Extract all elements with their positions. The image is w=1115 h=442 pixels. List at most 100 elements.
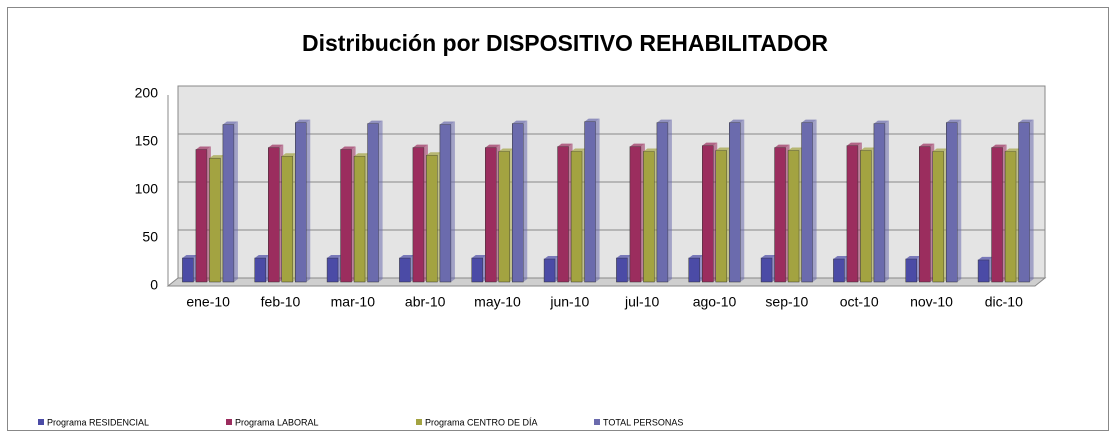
- bar-top: [833, 255, 849, 259]
- bar-top: [209, 155, 225, 159]
- bar-top: [643, 148, 659, 152]
- bar-top: [485, 144, 501, 148]
- legend-label: TOTAL PERSONAS: [603, 417, 683, 427]
- y-tick-label: 200: [135, 85, 159, 101]
- bar-side: [812, 119, 817, 282]
- bar-top: [557, 143, 573, 147]
- bar-top: [254, 255, 270, 258]
- bar-side: [595, 118, 600, 283]
- x-tick-label: may-10: [474, 294, 521, 310]
- bar-top: [439, 121, 455, 125]
- bar: [616, 257, 628, 283]
- bar: [833, 258, 845, 283]
- bar: [584, 121, 596, 283]
- bar: [846, 145, 859, 283]
- bar: [195, 149, 208, 283]
- bar-top: [399, 255, 415, 258]
- bar-side: [957, 119, 962, 282]
- x-tick-label: dic-10: [985, 294, 1023, 310]
- bar-top: [873, 120, 889, 124]
- y-tick-label: 50: [142, 229, 158, 245]
- bar: [426, 155, 438, 283]
- bar-top: [616, 255, 632, 258]
- bar: [439, 124, 452, 283]
- bar: [919, 146, 931, 283]
- bar-top: [905, 255, 921, 259]
- bar-top: [761, 255, 777, 258]
- bar-top: [354, 153, 370, 157]
- bar-top: [222, 121, 238, 125]
- bar-top: [471, 255, 487, 258]
- bar: [412, 147, 425, 283]
- bar-top: [340, 146, 356, 150]
- bar: [760, 257, 773, 283]
- bar: [498, 151, 510, 283]
- bar-top: [688, 255, 704, 258]
- bar: [946, 122, 958, 283]
- bar: [643, 151, 655, 283]
- bar-top: [1018, 119, 1034, 123]
- bar: [543, 258, 556, 283]
- bar: [774, 147, 786, 283]
- chart-title: Distribución por DISPOSITIVO REHABILITAD…: [302, 30, 828, 56]
- bar: [399, 257, 411, 283]
- bar-top: [715, 147, 731, 151]
- legend-label: Programa RESIDENCIAL: [47, 417, 149, 427]
- bar: [557, 146, 569, 283]
- x-tick-label: sep-10: [765, 294, 808, 310]
- bar-top: [978, 256, 994, 260]
- bar-top: [846, 142, 862, 146]
- bar: [209, 157, 221, 283]
- bar: [471, 257, 483, 283]
- x-tick-label: ago-10: [693, 294, 737, 310]
- bar: [326, 257, 339, 283]
- x-tick-label: mar-10: [331, 294, 376, 310]
- bar: [485, 147, 497, 283]
- bar: [991, 147, 1003, 283]
- y-tick-label: 0: [150, 277, 158, 293]
- x-tick-label: feb-10: [261, 294, 301, 310]
- bar: [932, 151, 944, 283]
- legend-swatch: [226, 419, 232, 425]
- bar-top: [268, 144, 284, 148]
- bar-side: [450, 121, 455, 282]
- bar-top: [195, 146, 211, 150]
- bar-top: [295, 119, 311, 123]
- bar: [182, 257, 194, 283]
- bar: [873, 123, 886, 283]
- bar-top: [774, 144, 790, 148]
- bar: [629, 146, 642, 283]
- bar-top: [544, 255, 560, 259]
- bar: [702, 145, 714, 283]
- bar: [295, 122, 307, 283]
- bar-top: [281, 153, 297, 157]
- bar-side: [523, 120, 528, 282]
- bar: [688, 257, 700, 283]
- bar: [512, 123, 524, 283]
- bar-top: [801, 119, 817, 123]
- bar: [570, 151, 583, 283]
- legend-label: Programa LABORAL: [235, 417, 319, 427]
- y-tick-label: 150: [135, 133, 159, 149]
- bar-top: [182, 255, 198, 258]
- bar: [860, 150, 872, 283]
- bar: [1018, 122, 1030, 283]
- bar-top: [412, 144, 428, 148]
- bar: [254, 257, 266, 283]
- legend-swatch: [416, 419, 422, 425]
- legend-label: Programa CENTRO DE DÍA: [425, 417, 538, 427]
- x-tick-label: jun-10: [549, 294, 589, 310]
- bar-top: [512, 120, 528, 124]
- bar-top: [1005, 148, 1021, 152]
- bar-side: [233, 121, 238, 282]
- bar: [353, 155, 366, 283]
- bar-top: [991, 144, 1007, 148]
- bar-top: [629, 143, 645, 147]
- y-tick-label: 100: [135, 181, 159, 197]
- bar-top: [919, 143, 935, 147]
- x-tick-label: jul-10: [624, 294, 659, 310]
- bar: [801, 122, 813, 283]
- bar-top: [702, 142, 718, 146]
- bar-side: [1029, 119, 1034, 282]
- bar-side: [667, 119, 672, 282]
